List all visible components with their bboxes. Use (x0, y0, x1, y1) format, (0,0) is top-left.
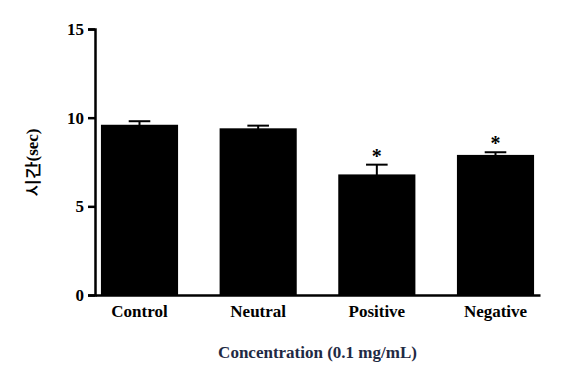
annotations: ** (372, 132, 501, 166)
annotation: * (491, 132, 501, 154)
bar (101, 125, 178, 295)
x-tick: Control (111, 295, 168, 321)
x-tick-label: Control (111, 302, 168, 321)
error-cap (129, 120, 151, 122)
bar (457, 155, 534, 295)
y-tick-mark (88, 117, 95, 120)
bar (338, 174, 415, 295)
y-axis-line (88, 30, 96, 296)
error-stem (376, 165, 378, 185)
error-bar (129, 121, 151, 128)
error-stem (139, 121, 141, 128)
plot: **051015ControlNeutralPositiveNegative (67, 20, 541, 321)
x-tick: Negative (464, 295, 528, 321)
x-axis: Control Neutral Positive Negative (96, 295, 541, 321)
x-axis-line (96, 294, 541, 297)
chart: **051015ControlNeutralPositiveNegativeCo… (0, 0, 564, 384)
error-bar (366, 165, 388, 185)
y-tick: 0 (76, 286, 96, 305)
y-tick-label: 10 (67, 109, 84, 128)
marks (101, 121, 534, 295)
y-tick: 15 (67, 20, 95, 39)
y-tick: 10 (67, 109, 95, 128)
x-axis-title: Concentration (0.1 mg/mL) (218, 343, 417, 362)
y-tick-label: 0 (76, 286, 85, 305)
y-tick-label: 15 (67, 20, 84, 39)
y-tick-mark (88, 28, 95, 31)
y-tick-mark (88, 206, 95, 209)
error-bar (247, 126, 269, 131)
annotation: * (372, 145, 382, 167)
y-tick-label: 5 (76, 197, 85, 216)
y-axis: 0 5 10 15 (67, 20, 96, 305)
bar (220, 128, 297, 295)
y-axis-title: 시간(sec) (23, 128, 42, 195)
x-tick-label: Positive (349, 302, 406, 321)
y-tick-mark (88, 294, 95, 297)
x-tick: Neutral (230, 295, 286, 321)
x-tick-label: Neutral (230, 302, 286, 321)
error-cap (247, 125, 269, 127)
y-tick: 5 (76, 197, 96, 216)
x-tick-label: Negative (464, 302, 528, 321)
x-tick: Positive (349, 295, 406, 321)
